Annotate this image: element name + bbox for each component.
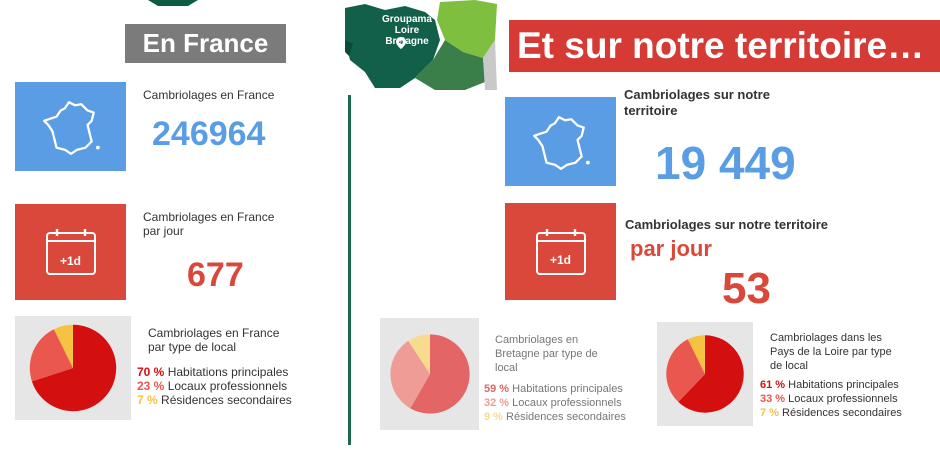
region-map: Groupama Loire Bretagne xyxy=(345,0,497,90)
legend-row: 32 % Locaux professionnels xyxy=(484,396,626,410)
region-map-image xyxy=(345,0,497,90)
france-map-icon xyxy=(532,115,590,170)
territory-count-value: 19 449 xyxy=(655,137,796,189)
top-tab xyxy=(148,0,198,6)
legend-row: 9 % Résidences secondaires xyxy=(484,410,626,424)
legend-pct: 70 % xyxy=(137,365,165,379)
location-pin-icon xyxy=(396,37,406,49)
territory-tile xyxy=(505,97,616,186)
pie-slice-locaux xyxy=(29,329,74,382)
pdl-label-3: de local xyxy=(770,360,808,372)
france-count-label: Cambriolages en France xyxy=(143,88,275,102)
legend-text: Habitations principales xyxy=(512,383,623,395)
legend-pct: 7 % xyxy=(760,407,779,419)
pie-slice-locaux xyxy=(389,340,430,409)
pdl-tile xyxy=(657,322,753,426)
pie-slice-habitations xyxy=(678,335,744,413)
legend-text: Locaux professionnels xyxy=(512,397,622,409)
right-title: Et sur notre territoire… xyxy=(509,20,940,72)
calendar-badge: +1d xyxy=(59,254,81,268)
calendar-badge: +1d xyxy=(549,253,571,267)
bretagne-legend: 59 % Habitations principales 32 % Locaux… xyxy=(484,382,626,424)
france-day-label-2: par jour xyxy=(143,224,184,238)
legend-pct: 59 % xyxy=(484,383,510,395)
legend-pct: 32 % xyxy=(484,397,510,409)
legend-row: 59 % Habitations principales xyxy=(484,382,626,396)
france-day-label-1: Cambriolages en France xyxy=(143,210,275,224)
pdl-label-2: Pays de la Loire par type xyxy=(770,346,892,358)
legend-row: 70 % Habitations principales xyxy=(137,365,292,379)
legend-text: Résidences secondaires xyxy=(782,407,902,419)
legend-text: Habitations principales xyxy=(167,365,289,379)
territory-day-sublabel: par jour xyxy=(630,236,712,261)
pdl-legend: 61 % Habitations principales 33 % Locaux… xyxy=(760,378,902,420)
france-type-label-2: par type de local xyxy=(148,340,237,354)
pie-slice-residences xyxy=(687,335,705,374)
france-type-legend: 70 % Habitations principales 23 % Locaux… xyxy=(137,365,292,407)
bretagne-pie xyxy=(389,334,470,414)
legend-row: 33 % Locaux professionnels xyxy=(760,392,902,406)
legend-pct: 23 % xyxy=(137,379,165,393)
pdl-label: Cambriolages dans les Pays de la Loire p… xyxy=(770,331,892,373)
france-tile xyxy=(15,82,126,171)
bretagne-label-3: local xyxy=(495,362,518,374)
legend-text: Résidences secondaires xyxy=(506,411,626,423)
legend-row: 7 % Résidences secondaires xyxy=(137,393,292,407)
pie-slice-locaux xyxy=(666,339,705,403)
legend-row: 61 % Habitations principales xyxy=(760,378,902,392)
france-type-tile xyxy=(15,316,131,420)
pdl-label-1: Cambriolages dans les xyxy=(770,332,882,344)
territory-count-label-2: territoire xyxy=(624,103,678,118)
legend-row: 7 % Résidences secondaires xyxy=(760,406,902,420)
france-day-tile: +1d xyxy=(15,204,126,300)
bretagne-label-2: Bretagne par type de xyxy=(495,348,598,360)
calendar-icon xyxy=(45,229,96,275)
france-day-value: 677 xyxy=(187,256,244,294)
legend-text: Habitations principales xyxy=(788,379,899,391)
calendar-icon xyxy=(535,228,586,275)
territory-day-label: Cambriolages sur notre territoire xyxy=(625,217,828,232)
bretagne-tile xyxy=(380,318,479,430)
france-type-label-1: Cambriolages en France xyxy=(148,326,280,340)
france-type-pie xyxy=(29,324,117,412)
legend-pct: 33 % xyxy=(760,393,786,405)
pdl-pie xyxy=(666,335,744,413)
bretagne-label: Cambriolages en Bretagne par type de loc… xyxy=(495,333,598,375)
pie-slice-habitations xyxy=(31,324,117,412)
divider xyxy=(348,95,351,445)
bretagne-label-1: Cambriolages en xyxy=(495,334,579,346)
map-label: Groupama Loire Bretagne xyxy=(381,14,432,47)
pie-slice-habitations xyxy=(409,334,470,414)
territory-count-label-1: Cambriolages sur notre xyxy=(624,87,770,102)
france-count-value: 246964 xyxy=(152,115,266,153)
legend-pct: 7 % xyxy=(137,393,158,407)
left-title: En France xyxy=(125,24,286,63)
legend-text: Locaux professionnels xyxy=(788,393,898,405)
legend-row: 23 % Locaux professionnels xyxy=(137,379,292,393)
legend-pct: 9 % xyxy=(484,411,503,423)
france-map-icon xyxy=(42,100,100,155)
pie-slice-residences xyxy=(53,324,73,368)
legend-text: Résidences secondaires xyxy=(161,393,292,407)
territory-day-tile: +1d xyxy=(505,203,616,300)
territory-day-value: 53 xyxy=(722,264,771,313)
legend-pct: 61 % xyxy=(760,379,786,391)
legend-text: Locaux professionnels xyxy=(167,379,288,393)
pie-slice-residences xyxy=(407,334,430,374)
